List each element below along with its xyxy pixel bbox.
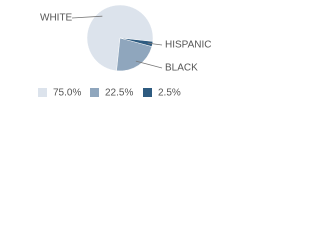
chart: WHITE BLACK HISPANIC 75.0% 22.5% 2.5% — [38, 4, 212, 99]
slice-label: HISPANIC — [165, 40, 212, 51]
legend-label: 2.5% — [158, 88, 181, 99]
legend-swatch — [38, 88, 47, 97]
legend-swatch — [143, 88, 152, 97]
legend-label: 75.0% — [53, 88, 81, 99]
leader-line — [135, 60, 163, 69]
leader-line — [147, 42, 163, 46]
slice-label: WHITE — [40, 13, 73, 24]
legend-swatch — [90, 88, 99, 97]
legend-label: 22.5% — [105, 88, 133, 99]
slice-label: BLACK — [165, 63, 198, 74]
pie-slice — [116, 37, 153, 72]
leader-line — [71, 15, 103, 19]
